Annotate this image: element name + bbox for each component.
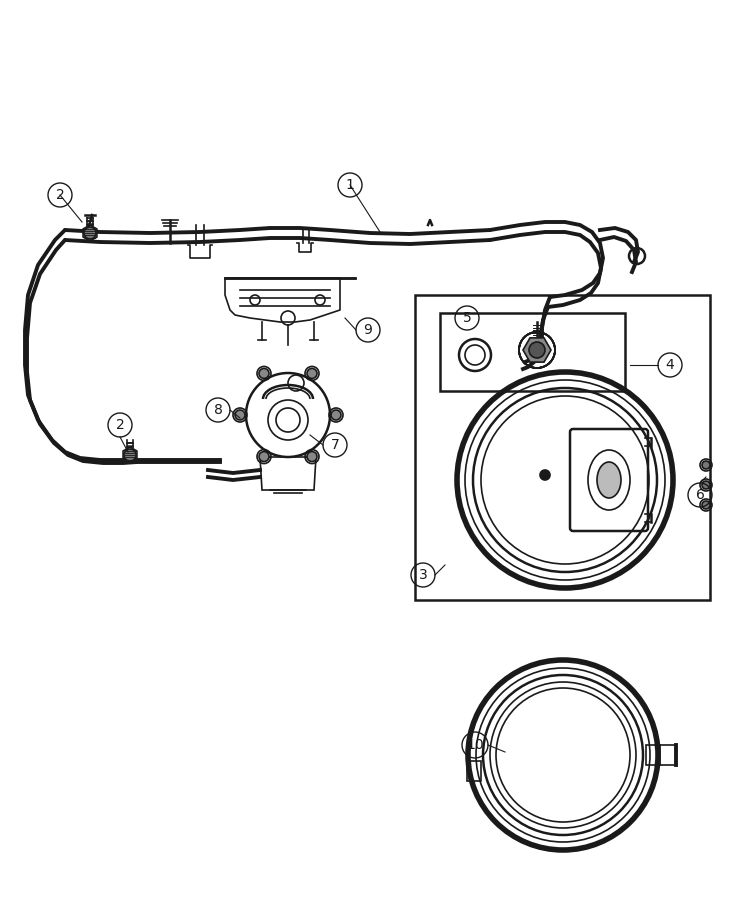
Circle shape [307, 368, 317, 378]
Text: 4: 4 [665, 358, 674, 372]
Text: 1: 1 [345, 178, 354, 192]
Text: 2: 2 [56, 188, 64, 202]
Circle shape [702, 461, 710, 469]
Circle shape [702, 501, 710, 509]
Text: 3: 3 [419, 568, 428, 582]
Ellipse shape [597, 462, 621, 498]
Circle shape [259, 368, 269, 378]
Circle shape [331, 410, 341, 420]
Text: 8: 8 [213, 403, 222, 417]
Text: 10: 10 [466, 738, 484, 752]
Bar [468, 760, 482, 780]
Bar [646, 745, 660, 765]
Circle shape [529, 342, 545, 358]
Text: 2: 2 [116, 418, 124, 432]
Circle shape [307, 452, 317, 462]
Text: 5: 5 [462, 311, 471, 325]
Circle shape [259, 452, 269, 462]
Circle shape [84, 227, 96, 239]
Bar [440, 313, 625, 391]
Bar [415, 295, 710, 600]
Text: 6: 6 [696, 488, 705, 502]
Text: 7: 7 [330, 438, 339, 452]
Circle shape [702, 481, 710, 489]
Circle shape [124, 449, 136, 461]
Text: 9: 9 [364, 323, 373, 337]
Circle shape [235, 410, 245, 420]
Circle shape [540, 470, 550, 480]
